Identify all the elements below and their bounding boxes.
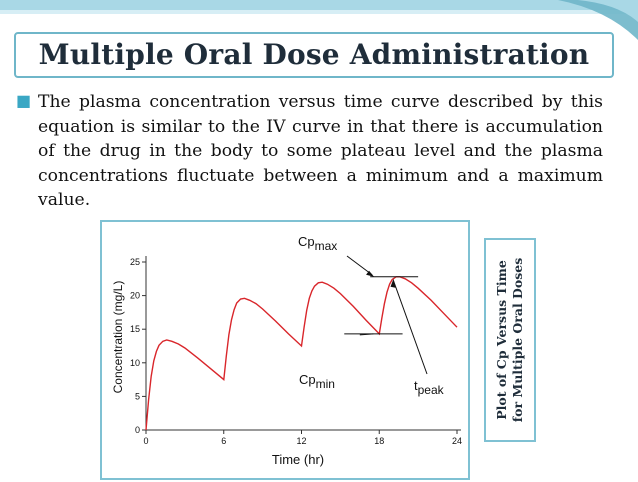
side-caption-line-1: Plot of Cp Versus Time — [494, 260, 509, 420]
y-tick-label: 0 — [135, 425, 140, 435]
bullet-text: The plasma concentration versus time cur… — [38, 92, 603, 210]
cpmin-arrow-line — [359, 333, 374, 336]
tpeak-arrow-line — [393, 280, 428, 375]
series-line — [145, 276, 458, 431]
x-tick-label: 24 — [452, 436, 462, 446]
cpmin-label: Cpmin — [299, 372, 335, 391]
chart-ticks: 0 6 12 18 24 0 5 10 15 20 25 — [130, 257, 462, 446]
title-box: Multiple Oral Dose Administration — [14, 32, 614, 78]
tpeak-label: tpeak — [414, 378, 445, 397]
side-caption-box: Plot of Cp Versus Time for Multiple Oral… — [484, 238, 536, 442]
x-axis-label: Time (hr) — [272, 452, 324, 467]
chart-frame: 0 6 12 18 24 0 5 10 15 20 25 Cpmax Cpmin tpeak Time … — [100, 220, 470, 480]
x-tick-label: 18 — [374, 436, 384, 446]
bullet-icon: ■ — [16, 91, 32, 110]
cpmax-arrowhead — [366, 270, 375, 277]
y-tick-label: 25 — [130, 257, 140, 267]
chart-axes — [145, 256, 461, 431]
y-tick-label: 15 — [130, 324, 140, 334]
header-stripe — [0, 0, 638, 14]
x-tick-label: 12 — [296, 436, 306, 446]
x-tick-label: 0 — [143, 436, 148, 446]
corner-decoration — [558, 0, 638, 40]
y-tick-label: 10 — [130, 358, 140, 368]
cpmax-arrow-line — [346, 255, 373, 276]
slide-title: Multiple Oral Dose Administration — [38, 38, 590, 71]
x-tick-label: 6 — [221, 436, 226, 446]
y-tick-label: 20 — [130, 291, 140, 301]
y-tick-label: 5 — [135, 391, 140, 401]
concentration-time-chart: 0 6 12 18 24 0 5 10 15 20 25 Cpmax Cpmin tpeak Time … — [111, 234, 462, 467]
tpeak-arrowhead — [390, 278, 396, 288]
cpmax-label: Cpmax — [298, 234, 337, 253]
chart-annotations: Cpmax Cpmin tpeak — [298, 234, 445, 397]
side-caption: Plot of Cp Versus Time for Multiple Oral… — [494, 242, 526, 438]
y-axis-label: Concentration (mg/L) — [111, 281, 125, 394]
side-caption-line-2: for Multiple Oral Doses — [510, 257, 525, 423]
